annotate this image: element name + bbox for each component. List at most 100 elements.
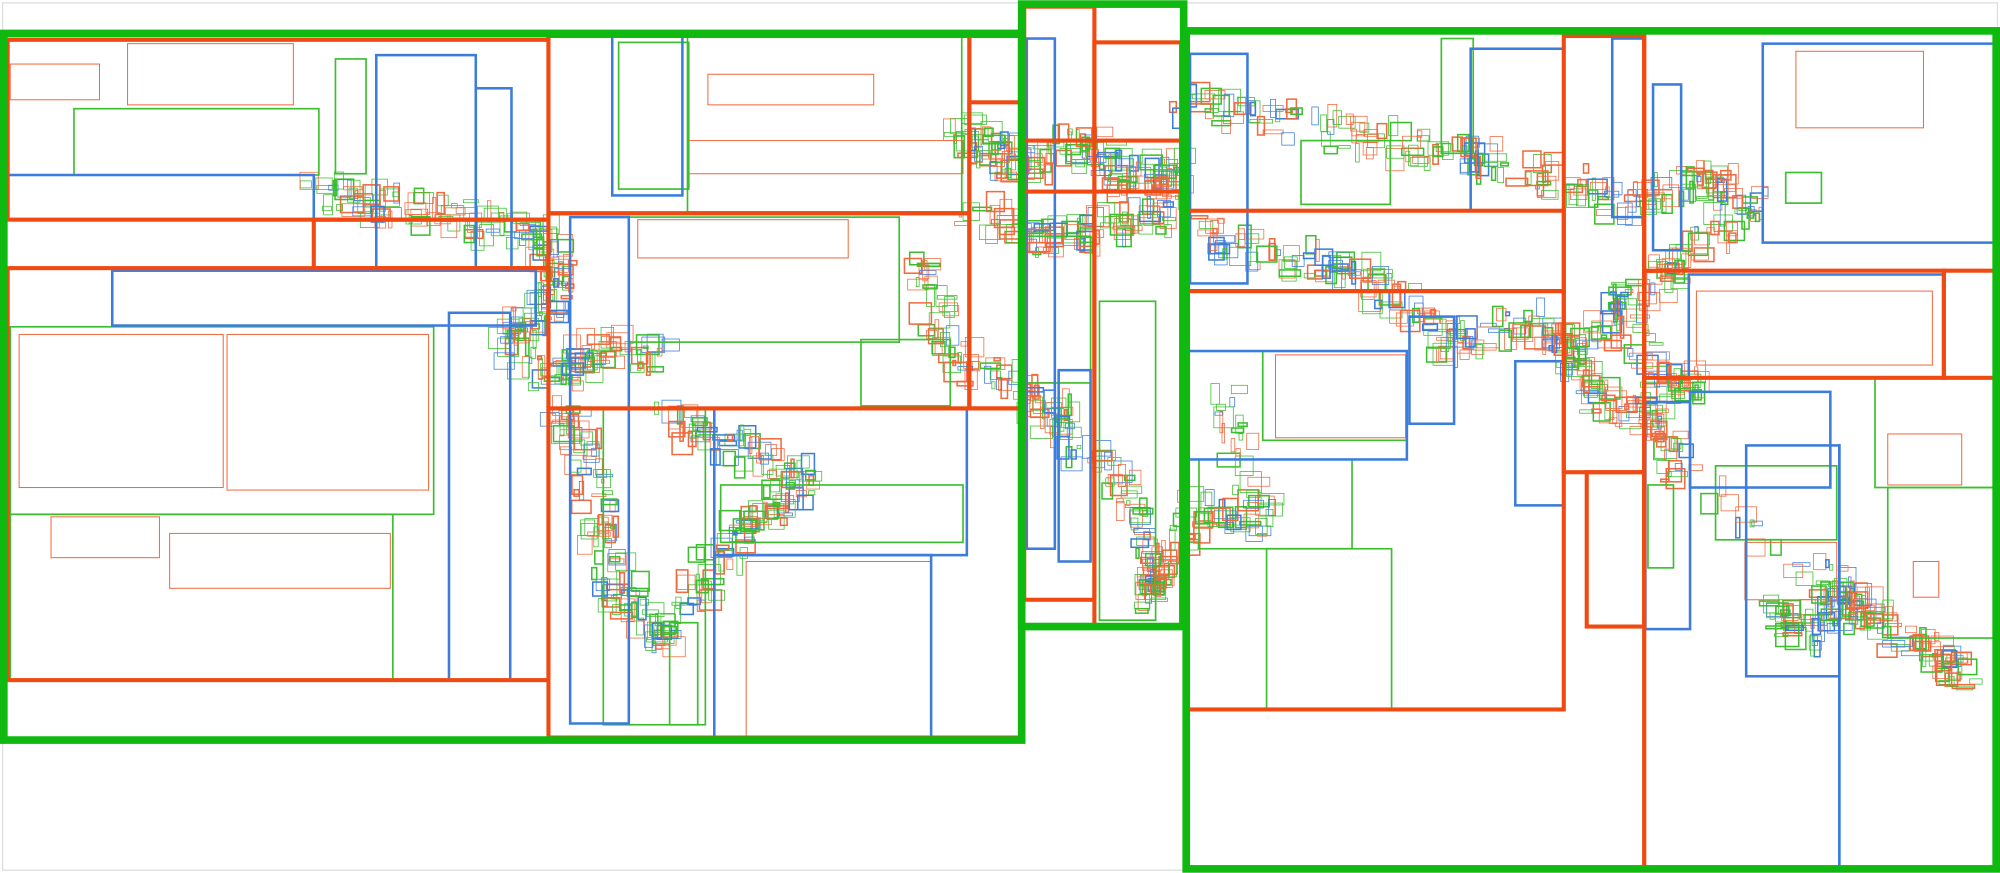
leaf-box xyxy=(1259,502,1284,517)
leaf-box xyxy=(1320,114,1328,132)
leaf-box xyxy=(594,550,604,565)
leaf-box xyxy=(1694,231,1711,246)
leaf-box xyxy=(679,602,695,616)
leaf-box xyxy=(1190,215,1209,220)
leaf-box xyxy=(1128,166,1137,187)
leaf-box xyxy=(1713,214,1733,232)
leaf-box xyxy=(542,320,547,337)
leaf-box xyxy=(1270,98,1276,118)
leaf-box xyxy=(1081,136,1091,152)
leaf-box xyxy=(1157,569,1173,588)
leaf-box xyxy=(579,480,585,501)
box xyxy=(1275,354,1407,439)
leaf-box xyxy=(1055,149,1072,167)
leaf-box xyxy=(1591,361,1603,385)
leaf-box xyxy=(600,350,616,369)
leaf-box xyxy=(637,596,647,621)
leaf-box xyxy=(1086,205,1110,228)
leaf-box xyxy=(662,636,686,658)
leaf-box xyxy=(1595,209,1613,216)
leaf-box xyxy=(543,228,559,243)
box xyxy=(1300,139,1392,206)
box xyxy=(169,532,391,589)
leaf-box xyxy=(1811,585,1827,604)
leaf-box xyxy=(1544,161,1560,181)
leaf-box xyxy=(1856,586,1870,608)
leaf-box xyxy=(1645,283,1650,307)
leaf-box xyxy=(1440,337,1450,352)
leaf-box xyxy=(1754,212,1761,223)
leaf-box xyxy=(1303,272,1315,279)
leaf-box xyxy=(779,517,788,527)
leaf-box xyxy=(942,305,960,317)
leaf-box xyxy=(1213,406,1234,429)
leaf-box xyxy=(540,377,564,385)
leaf-box xyxy=(1575,339,1599,350)
leaf-box xyxy=(954,221,969,226)
leaf-box xyxy=(630,570,650,592)
leaf-box xyxy=(1512,324,1534,342)
leaf-box xyxy=(1405,150,1411,163)
leaf-box xyxy=(1775,622,1800,648)
leaf-box xyxy=(671,432,694,456)
leaf-box xyxy=(656,347,663,357)
leaf-box xyxy=(1156,581,1164,593)
leaf-box xyxy=(477,205,499,223)
leaf-box xyxy=(780,470,799,479)
leaf-box xyxy=(1136,536,1155,546)
leaf-box xyxy=(758,438,782,461)
leaf-box xyxy=(1229,397,1236,408)
leaf-box xyxy=(1601,394,1616,402)
leaf-box xyxy=(1096,126,1114,138)
leaf-box xyxy=(1829,564,1834,571)
leaf-box xyxy=(1659,275,1675,283)
leaf-box xyxy=(1000,378,1009,400)
leaf-box xyxy=(1629,352,1653,361)
leaf-box xyxy=(404,202,427,216)
leaf-box xyxy=(591,447,597,457)
leaf-box xyxy=(604,538,612,549)
leaf-box xyxy=(1674,463,1683,471)
leaf-box xyxy=(1256,245,1278,263)
leaf-box xyxy=(1707,177,1714,200)
leaf-box xyxy=(701,580,712,604)
leaf-box xyxy=(1128,469,1142,486)
leaf-box xyxy=(674,605,682,624)
leaf-box xyxy=(772,495,795,505)
leaf-box xyxy=(748,436,753,454)
leaf-box xyxy=(1213,235,1236,243)
leaf-box xyxy=(1669,243,1681,260)
leaf-box xyxy=(1616,206,1629,220)
leaf-box xyxy=(1632,323,1649,333)
leaf-box xyxy=(1696,196,1715,201)
level-3-boxes xyxy=(9,35,1998,726)
leaf-box xyxy=(413,187,425,205)
leaf-box xyxy=(964,337,985,358)
leaf-box xyxy=(1204,489,1215,507)
box xyxy=(713,553,933,739)
leaf-box xyxy=(410,208,429,227)
box xyxy=(1057,368,1092,563)
leaf-box xyxy=(1660,426,1665,443)
leaf-box xyxy=(645,351,651,376)
leaf-box xyxy=(660,613,676,636)
box xyxy=(334,58,367,175)
box xyxy=(707,73,875,106)
leaf-box xyxy=(1624,288,1634,293)
leaf-box xyxy=(1214,411,1223,416)
leaf-box xyxy=(1591,177,1596,201)
leaf-box xyxy=(315,177,333,190)
leaf-box xyxy=(1456,133,1470,153)
leaf-box xyxy=(1727,163,1739,185)
leaf-box xyxy=(557,263,574,276)
leaf-box xyxy=(347,179,361,203)
leaf-box xyxy=(561,362,585,376)
leaf-box xyxy=(1650,282,1656,296)
leaf-box xyxy=(1594,203,1615,225)
leaf-box xyxy=(1157,200,1171,218)
box xyxy=(5,37,551,222)
leaf-box xyxy=(1602,177,1615,201)
leaf-box xyxy=(1488,328,1510,333)
box xyxy=(9,325,435,516)
